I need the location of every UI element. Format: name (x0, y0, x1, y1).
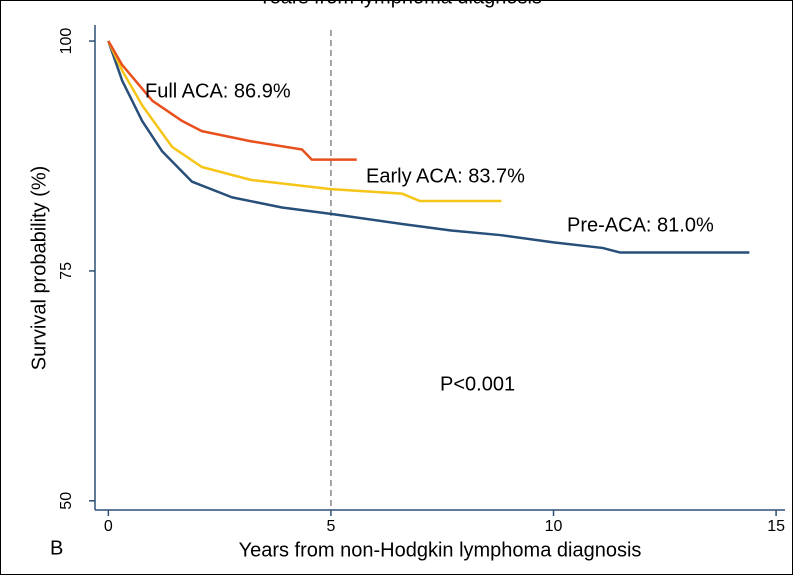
annotation: P<0.001 (440, 373, 515, 395)
annotation: Early ACA: 83.7% (366, 165, 525, 187)
x-tick-label: 0 (104, 518, 113, 535)
y-tick-label: 75 (58, 262, 75, 280)
y-axis-label: Survival probability (%) (28, 166, 50, 371)
x-tick-label: 10 (545, 518, 563, 535)
x-tick-label: 15 (767, 518, 785, 535)
panel-label: B (50, 537, 63, 559)
survival-curve (107, 40, 750, 254)
survival-curve (107, 40, 357, 161)
top-caption: Years from lymphoma diagnosis (258, 0, 542, 8)
annotation: Full ACA: 86.9% (145, 80, 291, 102)
survival-curve (107, 40, 502, 203)
y-tick-label: 100 (58, 28, 75, 55)
x-tick-label: 5 (326, 518, 335, 535)
annotation: Pre-ACA: 81.0% (567, 214, 714, 236)
y-tick-label: 50 (58, 492, 75, 510)
x-axis-label: Years from non-Hodgkin lymphoma diagnosi… (239, 539, 642, 561)
